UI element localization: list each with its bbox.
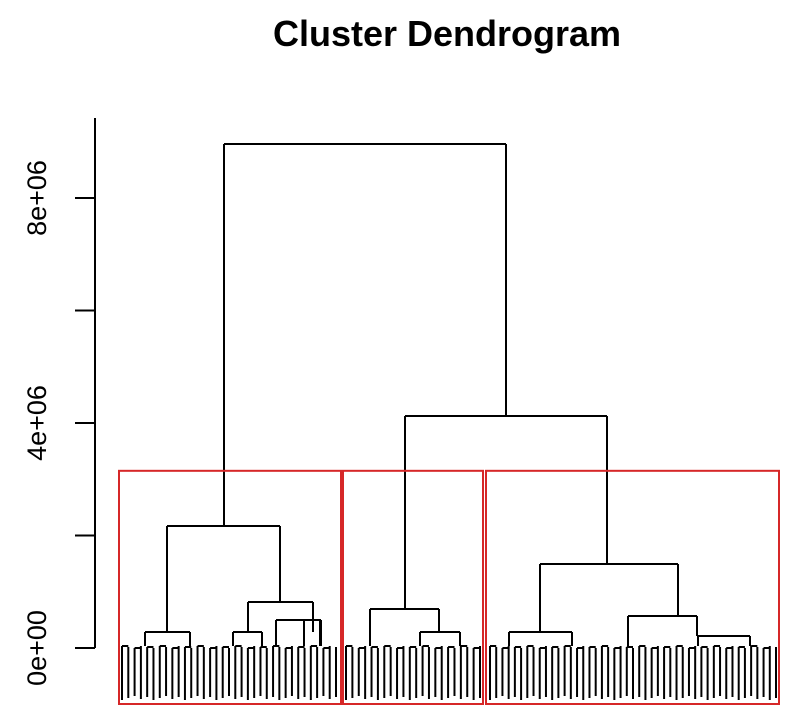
cluster-box-3 <box>485 469 780 705</box>
dendrogram-tree <box>121 143 777 700</box>
cluster-box-1 <box>118 469 342 705</box>
y-tick-label-4e6: 4e+06 <box>22 385 52 461</box>
y-tick-label-0: 0e+00 <box>22 610 52 686</box>
y-axis-ticks <box>75 197 95 649</box>
chart-title: Cluster Dendrogram <box>273 13 621 54</box>
cluster-box-2 <box>342 469 484 705</box>
y-tick-label-8e6: 8e+06 <box>22 160 52 236</box>
y-axis: 0e+00 4e+06 8e+06 <box>22 118 96 686</box>
cluster-boxes <box>118 469 780 705</box>
y-axis-tick-labels: 0e+00 4e+06 8e+06 <box>22 160 52 686</box>
